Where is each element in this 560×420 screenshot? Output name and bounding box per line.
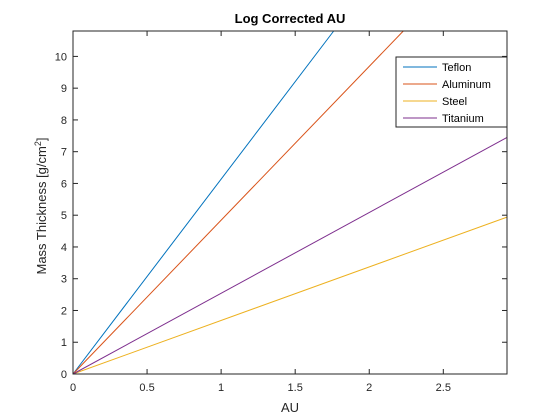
y-tick-label: 6 (61, 178, 67, 190)
axes-box (72, 30, 508, 375)
series-line-titanium (72, 136, 508, 375)
y-tick-label: 5 (61, 210, 67, 222)
legend: Teflon Aluminum Steel Titanium (395, 56, 508, 128)
axis-ticks: 0 0.5 1 1.5 2 2.5 0 1 2 3 4 5 6 7 8 9 10 (55, 31, 507, 394)
x-tick-label: 0 (70, 382, 76, 394)
y-axis-label-end: ] (34, 138, 49, 142)
y-tick-label: 3 (61, 274, 67, 286)
legend-box (395, 56, 508, 128)
x-tick-label: 1 (218, 382, 224, 394)
y-tick-label: 8 (61, 115, 67, 127)
legend-label-steel: Steel (442, 96, 467, 108)
series-line-teflon (72, 30, 335, 375)
y-axis-label: Mass Thickness [g/cm2] (33, 138, 49, 275)
x-tick-label: 1.5 (288, 382, 303, 394)
chart-title: Log Corrected AU (235, 11, 346, 26)
series-line-aluminum (72, 30, 404, 375)
legend-label-teflon: Teflon (442, 62, 471, 74)
legend-label-titanium: Titanium (442, 113, 484, 125)
x-tick-label: 2 (366, 382, 372, 394)
y-tick-label: 0 (61, 369, 67, 381)
x-axis-label: AU (281, 400, 299, 415)
y-axis-label-main: Mass Thickness [g/cm (34, 146, 49, 274)
legend-label-aluminum: Aluminum (442, 79, 491, 91)
y-tick-label: 7 (61, 147, 67, 159)
series-line-steel (72, 216, 508, 375)
y-tick-label: 4 (61, 242, 67, 254)
y-tick-label: 1 (61, 337, 67, 349)
y-axis-label-superscript: 2 (33, 141, 43, 146)
series-lines (72, 30, 508, 375)
x-tick-label: 0.5 (139, 382, 154, 394)
y-tick-label: 2 (61, 305, 67, 317)
y-tick-label: 9 (61, 83, 67, 95)
y-tick-label: 10 (55, 51, 67, 63)
x-tick-label: 2.5 (436, 382, 451, 394)
